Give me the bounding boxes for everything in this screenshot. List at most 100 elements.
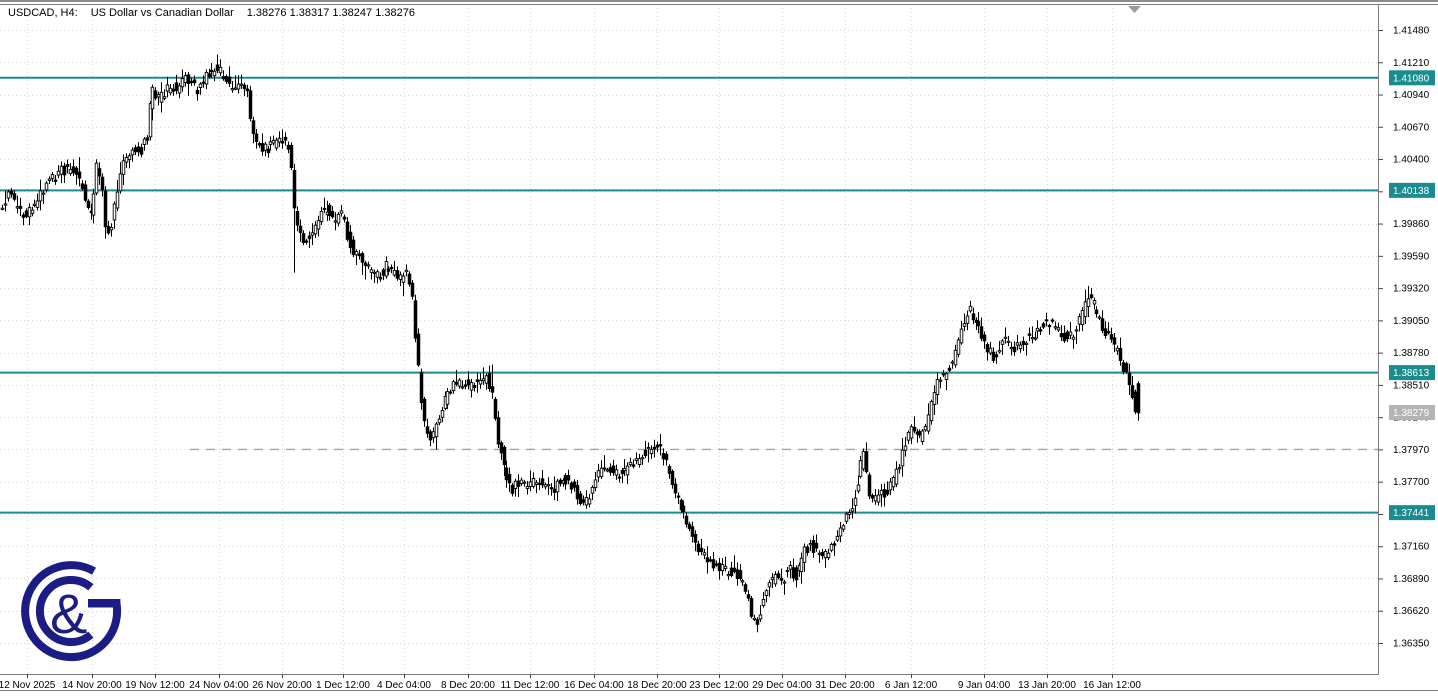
candle-bearish (1047, 325, 1052, 328)
candle-bearish (620, 470, 625, 475)
chart-shift-marker-icon[interactable] (1128, 6, 1141, 13)
candle-bearish (463, 384, 468, 387)
candle-bullish (596, 470, 601, 478)
candle-bearish (345, 221, 350, 240)
candle-bullish (478, 379, 483, 385)
candle-bullish (392, 270, 397, 276)
price-tick-label: 1.36620 (1393, 606, 1430, 617)
candle-bullish (124, 157, 129, 163)
candle-bullish (168, 87, 173, 94)
candle-bullish (622, 468, 627, 471)
date-tick-label: 26 Nov 20:00 (252, 680, 312, 691)
candle-bearish (979, 326, 984, 339)
candle-bearish (251, 120, 256, 134)
candle-bullish (640, 457, 645, 460)
candle-bearish (475, 379, 480, 382)
price-tick-label: 1.37700 (1393, 477, 1430, 488)
candle-bearish (386, 268, 391, 272)
candle-bullish (239, 83, 244, 86)
time-axis[interactable]: 12 Nov 2025 14 Nov 20:00 19 Nov 12:00 24 No… (0, 674, 1141, 691)
candle-bearish (1094, 309, 1099, 315)
candle-bullish (484, 375, 489, 384)
candle-bullish (183, 75, 188, 83)
candle-bullish (906, 431, 911, 441)
candle-bullish (263, 143, 268, 151)
candle-bullish (218, 66, 223, 74)
candle-bullish (44, 182, 49, 191)
candle-bearish (266, 148, 271, 154)
date-tick-label: 16 Dec 04:00 (564, 680, 624, 691)
candle-bearish (578, 493, 583, 505)
candle-bearish (699, 547, 704, 552)
candle-bullish (404, 269, 409, 273)
candle-bearish (448, 391, 453, 394)
candle-bearish (363, 262, 368, 267)
candle-bearish (280, 140, 285, 144)
level-price-badge (1389, 70, 1435, 86)
candle-bullish (838, 527, 843, 537)
candle-bearish (425, 426, 430, 434)
candle-bullish (534, 482, 539, 485)
candle-bearish (575, 484, 580, 500)
candle-bullish (932, 392, 937, 405)
candle-bearish (493, 398, 498, 419)
candle-bearish (1127, 372, 1132, 385)
candle-bearish (687, 523, 692, 529)
date-tick-label: 6 Jan 12:00 (885, 680, 938, 691)
candle-bearish (65, 164, 70, 167)
candle-bearish (260, 143, 265, 152)
candle-bullish (829, 543, 834, 551)
candle-bullish (91, 193, 96, 216)
candle-bullish (740, 580, 745, 583)
candle-bearish (389, 267, 394, 270)
candle-bullish (1024, 342, 1029, 345)
candle-bullish (233, 87, 238, 90)
candle-bullish (764, 590, 769, 596)
candle-bullish (15, 206, 20, 209)
price-tick-label: 1.40670 (1393, 122, 1430, 133)
candle-bearish (507, 473, 512, 484)
candle-bearish (679, 499, 684, 511)
candle-bearish (139, 147, 144, 155)
candle-bullish (525, 486, 530, 489)
candle-bullish (451, 381, 456, 392)
logo-inner-ring (36, 576, 94, 646)
candle-bullish (35, 200, 40, 208)
candle-bearish (667, 465, 672, 474)
candle-bearish (1106, 331, 1111, 334)
candle-bullish (198, 83, 203, 88)
date-tick-label: 8 Dec 20:00 (441, 680, 495, 691)
candle-bullish (888, 481, 893, 491)
level-price-badge-label: 1.40138 (1393, 186, 1430, 197)
candle-bearish (1100, 318, 1105, 331)
price-tick-label: 1.37160 (1393, 542, 1430, 553)
candle-bearish (242, 84, 247, 90)
candle-bullish (434, 423, 439, 438)
candle-bullish (935, 378, 940, 396)
candle-bullish (277, 137, 282, 143)
candle-bullish (752, 617, 757, 620)
candle-bearish (504, 467, 509, 481)
candle-bullish (799, 557, 804, 573)
candle-bullish (587, 498, 592, 505)
candle-bullish (856, 484, 861, 492)
candle-bullish (590, 486, 595, 494)
price-tick-label: 1.38780 (1393, 348, 1430, 359)
price-axis[interactable]: 1.41480 1.41210 1.40940 1.40670 1.40400 1.401… (1378, 26, 1430, 650)
candle-bearish (133, 147, 138, 153)
logo-outer-ring (21, 561, 122, 662)
candle-bullish (903, 445, 908, 451)
candle-bearish (746, 594, 751, 599)
price-tick-label: 1.39320 (1393, 284, 1430, 295)
candle-bullish (879, 489, 884, 496)
candle-bullish (1080, 310, 1085, 326)
candle-bearish (80, 183, 85, 190)
level-price-badge (1389, 182, 1435, 198)
brand-logo: & (21, 561, 122, 662)
candle-bullish (953, 349, 958, 366)
candle-bearish (681, 505, 686, 513)
logo-crossbar (88, 599, 121, 608)
candle-bearish (327, 204, 332, 216)
